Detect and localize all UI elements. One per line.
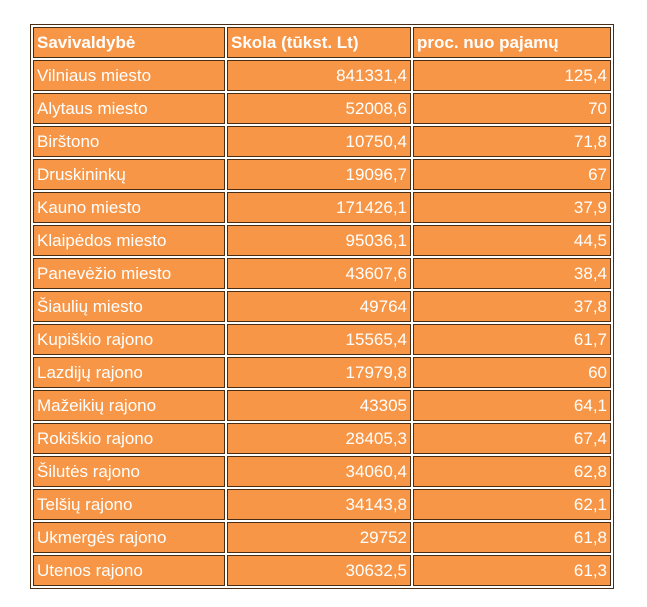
header-municipality: Savivaldybė (33, 27, 225, 58)
municipality-cell: Klaipėdos miesto (33, 225, 225, 256)
table-row: Druskininkų 19096,7 67 (33, 159, 611, 190)
municipality-cell: Telšių rajono (33, 489, 225, 520)
header-percent-of-income: proc. nuo pajamų (413, 27, 611, 58)
percent-cell: 62,8 (413, 456, 611, 487)
table-row: Klaipėdos miesto 95036,1 44,5 (33, 225, 611, 256)
debt-cell: 17979,8 (227, 357, 411, 388)
debt-cell: 43607,6 (227, 258, 411, 289)
percent-cell: 60 (413, 357, 611, 388)
municipality-cell: Mažeikių rajono (33, 390, 225, 421)
percent-cell: 71,8 (413, 126, 611, 157)
municipality-cell: Panevėžio miesto (33, 258, 225, 289)
percent-cell: 62,1 (413, 489, 611, 520)
percent-cell: 61,3 (413, 555, 611, 586)
municipality-cell: Kauno miesto (33, 192, 225, 223)
percent-cell: 125,4 (413, 60, 611, 91)
percent-cell: 37,9 (413, 192, 611, 223)
percent-cell: 67,4 (413, 423, 611, 454)
table-row: Kupiškio rajono 15565,4 61,7 (33, 324, 611, 355)
municipality-cell: Ukmergės rajono (33, 522, 225, 553)
municipality-cell: Šilutės rajono (33, 456, 225, 487)
table-row: Lazdijų rajono 17979,8 60 (33, 357, 611, 388)
debt-cell: 29752 (227, 522, 411, 553)
debt-cell: 10750,4 (227, 126, 411, 157)
municipality-cell: Vilniaus miesto (33, 60, 225, 91)
debt-cell: 49764 (227, 291, 411, 322)
table-row: Šiaulių miesto 49764 37,8 (33, 291, 611, 322)
municipality-cell: Druskininkų (33, 159, 225, 190)
table-row: Šilutės rajono 34060,4 62,8 (33, 456, 611, 487)
header-row: Savivaldybė Skola (tūkst. Lt) proc. nuo … (33, 27, 611, 58)
percent-cell: 61,7 (413, 324, 611, 355)
debt-cell: 171426,1 (227, 192, 411, 223)
debt-cell: 95036,1 (227, 225, 411, 256)
debt-cell: 841331,4 (227, 60, 411, 91)
municipality-cell: Šiaulių miesto (33, 291, 225, 322)
municipality-cell: Utenos rajono (33, 555, 225, 586)
percent-cell: 67 (413, 159, 611, 190)
table-row: Rokiškio rajono 28405,3 67,4 (33, 423, 611, 454)
table-row: Panevėžio miesto 43607,6 38,4 (33, 258, 611, 289)
table-row: Vilniaus miesto 841331,4 125,4 (33, 60, 611, 91)
municipality-cell: Kupiškio rajono (33, 324, 225, 355)
header-debt: Skola (tūkst. Lt) (227, 27, 411, 58)
municipality-cell: Rokiškio rajono (33, 423, 225, 454)
percent-cell: 64,1 (413, 390, 611, 421)
table-row: Utenos rajono 30632,5 61,3 (33, 555, 611, 586)
debt-cell: 52008,6 (227, 93, 411, 124)
debt-cell: 34060,4 (227, 456, 411, 487)
percent-cell: 70 (413, 93, 611, 124)
debt-cell: 34143,8 (227, 489, 411, 520)
municipality-cell: Alytaus miesto (33, 93, 225, 124)
municipality-cell: Lazdijų rajono (33, 357, 225, 388)
table-row: Ukmergės rajono 29752 61,8 (33, 522, 611, 553)
debt-cell: 28405,3 (227, 423, 411, 454)
percent-cell: 37,8 (413, 291, 611, 322)
municipal-debt-table: Savivaldybė Skola (tūkst. Lt) proc. nuo … (30, 24, 614, 589)
percent-cell: 38,4 (413, 258, 611, 289)
debt-cell: 19096,7 (227, 159, 411, 190)
table-row: Mažeikių rajono 43305 64,1 (33, 390, 611, 421)
percent-cell: 61,8 (413, 522, 611, 553)
table-row: Kauno miesto 171426,1 37,9 (33, 192, 611, 223)
debt-cell: 43305 (227, 390, 411, 421)
table-row: Birštono 10750,4 71,8 (33, 126, 611, 157)
percent-cell: 44,5 (413, 225, 611, 256)
debt-cell: 15565,4 (227, 324, 411, 355)
table-row: Telšių rajono 34143,8 62,1 (33, 489, 611, 520)
debt-cell: 30632,5 (227, 555, 411, 586)
municipality-cell: Birštono (33, 126, 225, 157)
table-row: Alytaus miesto 52008,6 70 (33, 93, 611, 124)
